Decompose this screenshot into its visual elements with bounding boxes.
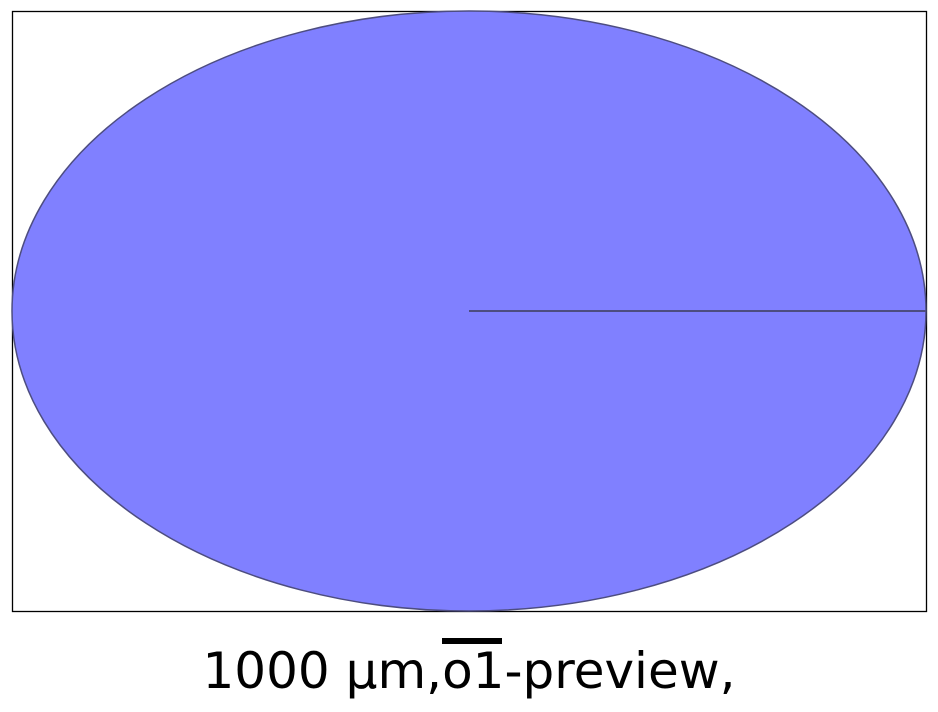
- caption: 1000 µm, o1-preview,: [0, 636, 938, 706]
- scale-bar-label: o1: [442, 636, 504, 706]
- scale-bar-text: o1: [442, 642, 505, 700]
- caption-prefix: 1000 µm,: [202, 642, 443, 700]
- scale-bar: [442, 638, 503, 644]
- caption-suffix: -preview,: [504, 642, 736, 700]
